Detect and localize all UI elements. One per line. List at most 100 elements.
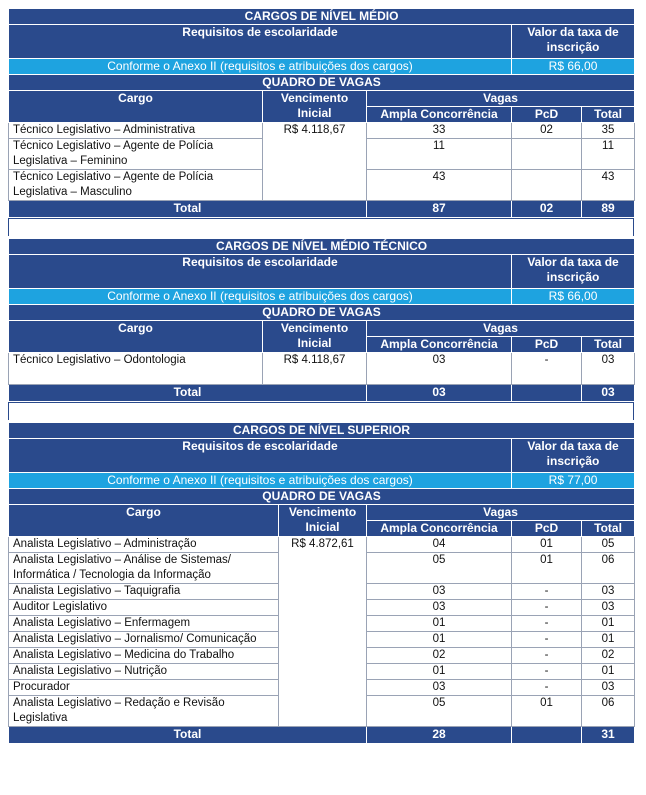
cargo-cell: Analista Legislativo – Taquigrafia	[8, 583, 279, 600]
table-row: Analista Legislativo – Enfermagem 01-01	[8, 615, 636, 632]
pcd-cell: -	[511, 352, 582, 385]
cargo-cell: Analista Legislativo – Medicina do Traba…	[8, 647, 279, 664]
total-cell: 01	[580, 663, 636, 680]
pcd-cell: -	[511, 647, 582, 664]
header-cargo: Cargo	[8, 320, 263, 353]
total-cell: 03	[580, 352, 636, 385]
cargo-cell: Analista Legislativo – Enfermagem	[8, 615, 279, 632]
pcd-cell: 01	[511, 695, 582, 727]
totals-total: 89	[580, 200, 636, 218]
pcd-cell: 01	[511, 536, 582, 553]
quadro-title: QUADRO DE VAGAS	[7, 488, 636, 505]
totals-row: Total 03 03	[8, 384, 636, 402]
total-cell: 06	[580, 695, 636, 727]
cargo-cell: Técnico Legislativo – Agente de Polícia …	[8, 138, 263, 170]
ampla-cell: 11	[366, 138, 512, 170]
table-row: Analista Legislativo – Nutrição 01-01	[8, 663, 636, 680]
ampla-cell: 02	[366, 647, 512, 664]
vencimento-cell: R$ 4.118,67	[262, 122, 367, 201]
ampla-cell: 05	[366, 695, 512, 727]
table-row: Analista Legislativo – Administração R$ 4…	[8, 536, 636, 727]
totals-ampla: 87	[366, 200, 512, 218]
header-vencimento: Vencimento Inicial	[262, 90, 367, 123]
cargo-cell: Analista Legislativo – Redação e Revisão…	[8, 695, 279, 727]
total-cell: 05	[580, 536, 636, 553]
cargo-cell: Técnico Legislativo – Agente de Polícia …	[8, 169, 263, 201]
cargo-cell: Técnico Legislativo – Administrativa	[8, 122, 263, 139]
pcd-cell: -	[511, 679, 582, 696]
table-row: Técnico Legislativo – Odontologia R$ 4.11…	[8, 352, 636, 385]
pcd-cell: -	[511, 615, 582, 632]
table-row: Analista Legislativo – Jornalismo/ Comun…	[8, 631, 636, 648]
ampla-cell: 01	[366, 615, 512, 632]
header-pcd: PcD	[511, 336, 582, 353]
cargo-cell: Analista Legislativo – Análise de Sistem…	[8, 552, 279, 584]
totals-row: Total 28 31	[8, 726, 636, 744]
header-vagas: Vagas	[365, 90, 636, 107]
totals-label: Total	[8, 384, 367, 402]
ampla-cell: 43	[366, 169, 512, 201]
requisitos-label: Requisitos de escolaridade	[8, 438, 512, 473]
ampla-cell: 01	[366, 631, 512, 648]
section-table: CARGOS DE NÍVEL SUPERIOR Requisitos de e…	[7, 422, 636, 744]
fee-label: Valor da taxa de inscrição	[510, 24, 636, 59]
header-pcd: PcD	[511, 520, 582, 537]
table-row: Técnico Legislativo – Agente de Polícia …	[8, 138, 636, 170]
fee-value: R$ 66,00	[510, 288, 636, 305]
totals-row: Total 87 02 89	[8, 200, 636, 218]
header-ampla: Ampla Concorrência	[366, 336, 512, 353]
cargo-cell: Analista Legislativo – Jornalismo/ Comun…	[8, 631, 279, 648]
totals-pcd	[511, 384, 582, 402]
requisitos-label: Requisitos de escolaridade	[8, 254, 512, 289]
ampla-cell: 04	[366, 536, 512, 553]
table-row: Analista Legislativo – Redação e Revisão…	[8, 695, 636, 727]
cargo-cell: Procurador	[8, 679, 279, 696]
totals-ampla: 28	[366, 726, 512, 744]
section-title: CARGOS DE NÍVEL MÉDIO	[7, 8, 636, 25]
requisitos-value: Conforme o Anexo II (requisitos e atribu…	[8, 472, 512, 489]
header-ampla: Ampla Concorrência	[366, 520, 512, 537]
requisitos-value: Conforme o Anexo II (requisitos e atribu…	[8, 288, 512, 305]
fee-value: R$ 66,00	[510, 58, 636, 75]
pcd-cell	[511, 138, 582, 170]
vencimento-cell: R$ 4.118,67	[262, 352, 367, 385]
ampla-cell: 05	[366, 552, 512, 584]
pcd-cell: -	[511, 583, 582, 600]
requisitos-value: Conforme o Anexo II (requisitos e atribu…	[8, 58, 512, 75]
fee-value: R$ 77,00	[510, 472, 636, 489]
totals-total: 31	[580, 726, 636, 744]
total-cell: 02	[580, 647, 636, 664]
total-cell: 01	[580, 615, 636, 632]
header-cargo: Cargo	[8, 504, 279, 537]
quadro-title: QUADRO DE VAGAS	[7, 74, 636, 91]
pcd-cell: 02	[511, 122, 582, 139]
totals-pcd	[511, 726, 582, 744]
total-cell: 11	[580, 138, 636, 170]
header-total: Total	[580, 336, 636, 353]
total-cell: 03	[580, 599, 636, 616]
section-table: CARGOS DE NÍVEL MÉDIO TÉCNICO Requisitos…	[7, 238, 636, 402]
table-row: Analista Legislativo – Medicina do Traba…	[8, 647, 636, 664]
pcd-cell: 01	[511, 552, 582, 584]
cargo-cell: Analista Legislativo – Administração	[8, 536, 279, 553]
header-vagas: Vagas	[365, 320, 636, 337]
cargo-cell: Técnico Legislativo – Odontologia	[8, 352, 263, 385]
pcd-cell: -	[511, 599, 582, 616]
total-cell: 06	[580, 552, 636, 584]
table-row: Técnico Legislativo – Administrativa R$ 4…	[8, 122, 636, 201]
totals-pcd: 02	[511, 200, 582, 218]
header-cargo: Cargo	[8, 90, 263, 123]
total-cell: 03	[580, 583, 636, 600]
vencimento-cell: R$ 4.872,61	[278, 536, 367, 727]
ampla-cell: 33	[366, 122, 512, 139]
header-vagas: Vagas	[365, 504, 636, 521]
section-table: CARGOS DE NÍVEL MÉDIO Requisitos de esco…	[7, 8, 636, 218]
ampla-cell: 03	[366, 679, 512, 696]
requisitos-label: Requisitos de escolaridade	[8, 24, 512, 59]
quadro-title: QUADRO DE VAGAS	[7, 304, 636, 321]
header-ampla: Ampla Concorrência	[366, 106, 512, 123]
vacancy-tables: CARGOS DE NÍVEL MÉDIO Requisitos de esco…	[7, 8, 636, 744]
section-spacer	[8, 402, 634, 420]
header-total: Total	[580, 106, 636, 123]
fee-label: Valor da taxa de inscrição	[510, 254, 636, 289]
